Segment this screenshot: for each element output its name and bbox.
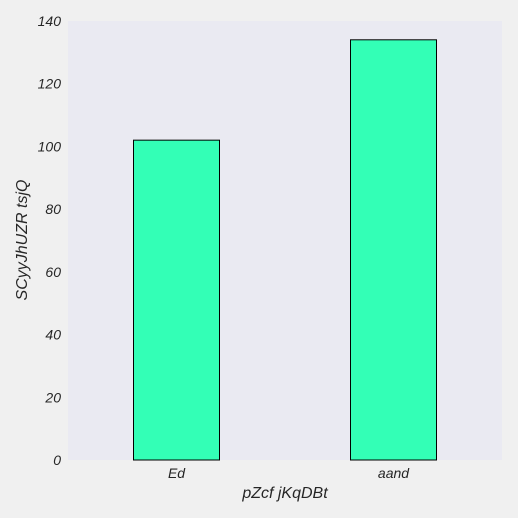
y-tick-label-0: 0 — [53, 452, 61, 468]
x-axis-title: pZcf jKqDBt — [241, 485, 328, 502]
y-tick-labels: 0 20 40 60 80 100 120 140 — [38, 13, 62, 468]
x-tick-labels: Ed aand — [168, 465, 410, 481]
bar-aand — [350, 39, 437, 461]
bars-group — [133, 39, 437, 461]
bar-Ed — [133, 139, 220, 461]
x-tick-label-Ed: Ed — [168, 465, 186, 481]
x-tick-label-aand: aand — [378, 465, 410, 481]
y-tick-label-100: 100 — [38, 138, 62, 154]
y-tick-label-120: 120 — [38, 76, 62, 92]
y-tick-label-140: 140 — [38, 13, 62, 29]
y-tick-label-20: 20 — [44, 389, 61, 405]
y-tick-label-40: 40 — [45, 327, 61, 343]
y-tick-label-80: 80 — [45, 201, 61, 217]
y-tick-label-60: 60 — [45, 264, 61, 280]
y-axis-title: SCyyJhUZR tsjQ — [14, 180, 31, 301]
